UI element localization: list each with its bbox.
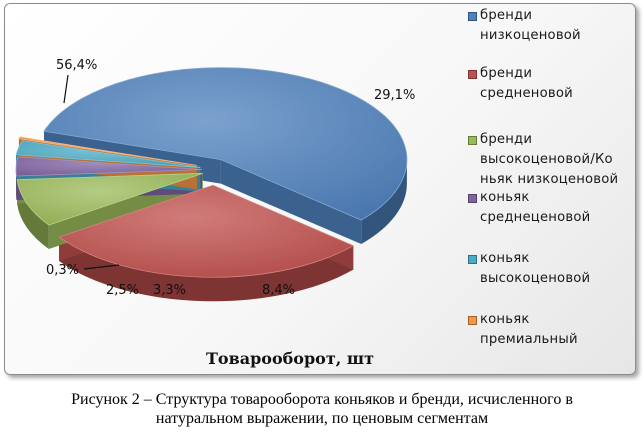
pie-slice-4 [15,156,203,177]
pie-slice-3 [16,172,203,226]
data-label-5: 2,5% [106,283,139,298]
legend-label-1: бренди низкоценовой [480,8,581,43]
legend-label-5: коньяк высокоценовой [480,251,591,286]
legend-label-4: коньяк среднеценовой [480,190,591,225]
legend-swatch-6 [468,316,477,325]
legend-label-2: бренди средненовой [480,66,573,101]
data-label-3: 8,4% [262,283,295,298]
pie-slice-5 [15,140,201,168]
figure-caption: Рисунок 2 – Структура товарооборота конь… [71,391,573,427]
pie-slice-6 [18,136,197,166]
legend-label-3: бренди высокоценовой/Ко ньяк низкоценово… [480,132,619,187]
legend-swatch-5 [468,255,477,264]
legend-swatch-3 [468,136,477,145]
data-label-1: 56,4% [56,58,97,73]
pie-slice-1 [43,67,408,221]
legend-swatch-1 [468,12,477,21]
legend-swatch-4 [468,194,477,203]
leader-line-1 [63,74,69,104]
legend-label-6: коньяк премиальный [480,312,578,347]
data-label-6: 0,3% [46,263,79,278]
data-label-4: 3,3% [153,283,186,298]
legend-swatch-2 [468,70,477,79]
chart-title: Товарооборот, шт [206,349,374,368]
data-label-2: 29,1% [374,88,415,103]
pie-slice-2 [58,184,355,278]
leader-line-6 [83,264,120,270]
